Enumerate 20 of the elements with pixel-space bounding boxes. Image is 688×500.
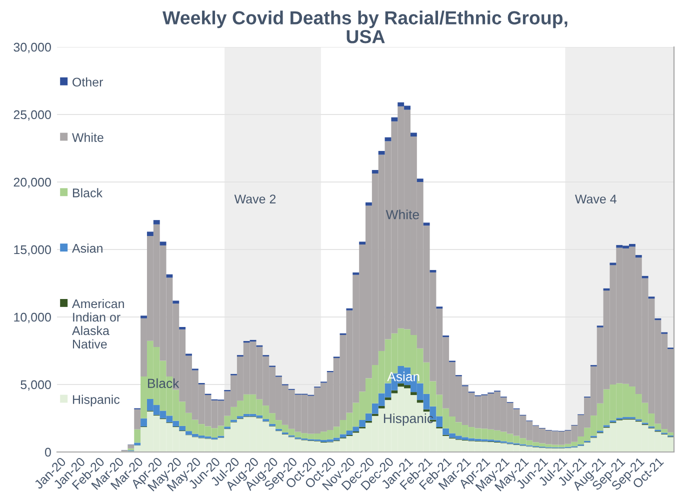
legend-label: Black: [72, 188, 103, 198]
legend-label: American Indian or Alaska Native: [72, 298, 124, 349]
y-tick-label: 10,000: [14, 312, 51, 324]
y-tick-label: 0: [44, 448, 51, 457]
y-tick-label: 5,000: [20, 380, 51, 391]
annotation: Hispanic: [384, 413, 434, 426]
y-tick-label: 20,000: [14, 178, 51, 188]
band-label: Wave 2: [234, 194, 276, 204]
band-label: Wave 4: [574, 194, 616, 204]
y-tick-label: 25,000: [14, 110, 51, 121]
legend-label: Asian: [72, 244, 102, 253]
legend-label: Other: [72, 77, 104, 87]
chart-title: Weekly Covid Deaths by Racial/Ethnic Group, USA: [162, 10, 568, 44]
annotation: Asian: [387, 372, 420, 382]
legend-label: Hispanic: [72, 394, 120, 406]
annotation: Black: [148, 378, 180, 388]
legend-label: White: [72, 132, 104, 142]
y-tick-label: 15,000: [14, 245, 51, 256]
annotation: White: [386, 210, 419, 220]
y-tick-label: 30,000: [14, 42, 51, 54]
